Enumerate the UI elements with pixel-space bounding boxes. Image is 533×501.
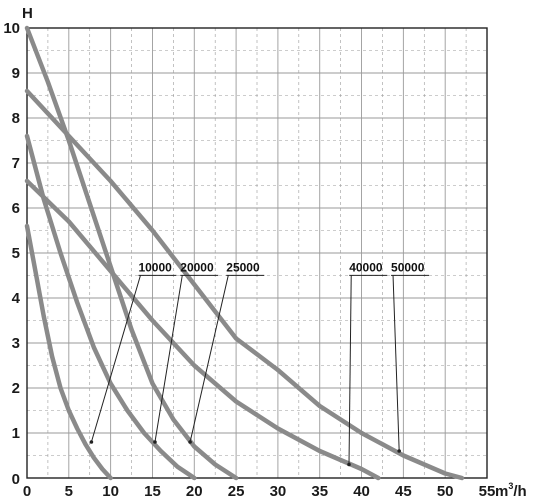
leader-line-50000 xyxy=(392,275,400,452)
y-axis-label: H xyxy=(22,5,33,22)
series-labels: 10000 20000 25000 40000 50000 xyxy=(138,260,424,274)
x-tick-label: 0 xyxy=(23,483,31,500)
x-axis-label-main: m xyxy=(495,483,508,500)
y-tick-label: 5 xyxy=(12,245,20,262)
leader-line-10000 xyxy=(90,275,141,443)
leader-line-20000 xyxy=(154,275,183,443)
x-tick-label: 25 xyxy=(228,483,245,500)
x-tick-label: 5 xyxy=(65,483,73,500)
y-tick-label: 3 xyxy=(12,335,20,352)
leader-dot-50000 xyxy=(397,449,401,453)
curve-10000 xyxy=(24,223,113,481)
x-tick-label: 20 xyxy=(186,483,203,500)
x-tick-label: 30 xyxy=(270,483,287,500)
plot-frame xyxy=(26,27,488,479)
x-tick-label: 40 xyxy=(353,483,370,500)
y-tick-label: 10 xyxy=(3,20,20,37)
y-tick-label: 7 xyxy=(12,155,20,172)
series-label-50000: 50000 xyxy=(391,260,425,274)
origin-label: 0 xyxy=(12,471,20,488)
x-tick-label: 45 xyxy=(395,483,412,500)
curve-50000 xyxy=(24,88,465,481)
series-label-10000: 10000 xyxy=(138,260,172,274)
x-tick-label: 35 xyxy=(311,483,328,500)
leader-dot-10000 xyxy=(89,440,94,444)
curve-25000 xyxy=(24,25,239,481)
leader-lines xyxy=(89,274,430,467)
y-tick-label: 1 xyxy=(12,425,20,442)
series-label-25000: 25000 xyxy=(226,260,260,274)
x-tick-label: 55 xyxy=(479,483,496,500)
leader-dot-25000 xyxy=(188,440,192,444)
x-tick-label: 15 xyxy=(144,483,161,500)
y-tick-label: 2 xyxy=(12,380,20,397)
y-tick-label: 8 xyxy=(12,110,20,127)
x-axis-label-suffix: /h xyxy=(513,483,526,500)
curve-20000 xyxy=(24,133,197,481)
x-axis-label-superscript: 3 xyxy=(508,481,513,491)
x-axis-label: m3/h xyxy=(495,481,527,500)
curves xyxy=(24,25,465,481)
x-tick-label: 50 xyxy=(437,483,454,500)
leader-dot-20000 xyxy=(153,440,157,444)
axes xyxy=(26,27,488,479)
y-tick-label: 6 xyxy=(12,200,20,217)
series-label-40000: 40000 xyxy=(349,260,383,274)
leader-line-40000 xyxy=(348,275,352,465)
curve-40000 xyxy=(24,178,381,481)
leader-line-25000 xyxy=(189,275,229,443)
y-tick-label: 4 xyxy=(12,290,21,307)
x-tick-label: 10 xyxy=(102,483,119,500)
y-tick-label: 9 xyxy=(12,65,20,82)
leader-dot-40000 xyxy=(347,462,351,467)
series-label-20000: 20000 xyxy=(180,260,214,274)
